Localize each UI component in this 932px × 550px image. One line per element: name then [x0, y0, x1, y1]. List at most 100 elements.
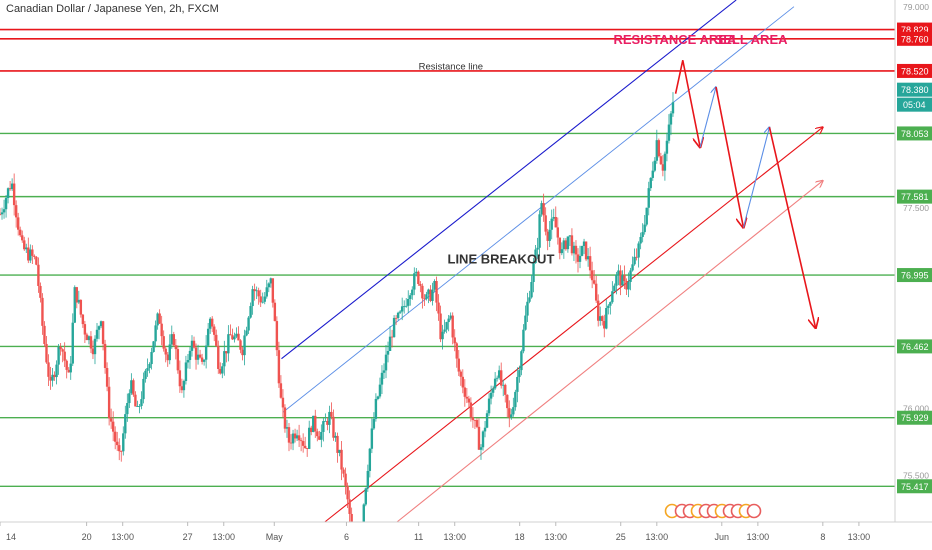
- candle-body: [322, 421, 325, 432]
- candle-body: [263, 296, 266, 302]
- candle-body: [574, 245, 578, 255]
- channel-line: [282, 6, 795, 413]
- candle-body: [514, 391, 517, 408]
- candle-body: [473, 419, 477, 421]
- time-axis-background: [0, 522, 932, 550]
- candle-body: [447, 318, 450, 323]
- candle-body: [441, 331, 444, 340]
- candle-body: [57, 346, 60, 365]
- candle-body: [51, 374, 54, 381]
- candle-body: [390, 336, 394, 338]
- candle-body: [477, 426, 481, 450]
- candle-body: [192, 340, 196, 348]
- time-tick-label: Jun: [715, 532, 730, 542]
- candle-body: [231, 335, 234, 340]
- candle-body: [483, 427, 487, 432]
- candle-body: [267, 283, 270, 288]
- candle-body: [190, 340, 194, 351]
- candle-body: [623, 275, 626, 281]
- candle-body: [396, 312, 400, 318]
- candle-body: [308, 427, 311, 449]
- candle-body: [457, 358, 460, 372]
- time-tick-label: 11: [414, 532, 423, 542]
- candle-body: [182, 380, 186, 391]
- candle-body: [91, 348, 95, 355]
- chart-title: Canadian Dollar / Japanese Yen, 2h, FXCM: [6, 3, 219, 15]
- candle-body: [293, 433, 297, 439]
- current-price-tag: 78.380: [901, 85, 929, 95]
- channel-line: [281, 0, 737, 360]
- time-axis[interactable]: 14 20 13:00 27 13:00 May 6 11 13:00 18 13:00 25 13:0…: [0, 521, 932, 550]
- projection-arrow: [742, 127, 769, 228]
- candle-body: [273, 302, 277, 322]
- channel-line: [324, 127, 823, 523]
- candle-body: [105, 367, 109, 387]
- support-price-tag-background: [897, 268, 932, 283]
- candle-body: [35, 256, 38, 265]
- candle-body: [417, 271, 420, 284]
- candle-body: [269, 278, 273, 284]
- candle-body: [669, 113, 673, 125]
- candle-body: [556, 227, 559, 238]
- candle-body: [255, 290, 258, 292]
- price-axis-background: [895, 0, 932, 522]
- candle-body: [47, 362, 50, 377]
- candle-body: [332, 416, 335, 438]
- candle-body: [370, 428, 374, 449]
- candle-body: [16, 217, 20, 230]
- candle-body: [431, 289, 434, 301]
- candle-body: [265, 287, 268, 297]
- candle-body: [235, 333, 238, 337]
- candle-body: [93, 338, 97, 355]
- candle-body: [202, 359, 206, 362]
- candle-body: [433, 281, 436, 290]
- candle-body: [188, 350, 192, 361]
- countdown-tag-background: [897, 97, 932, 112]
- candle-body: [208, 318, 212, 329]
- candle-body: [156, 313, 159, 326]
- candle-body: [413, 273, 416, 290]
- candle-body: [497, 370, 501, 378]
- candle-body: [19, 229, 22, 236]
- candle-body: [184, 362, 188, 381]
- candle-body: [601, 316, 604, 321]
- candle-body: [400, 306, 404, 312]
- candle-body: [215, 334, 218, 346]
- candle-body: [79, 299, 83, 315]
- candle-body: [160, 323, 163, 337]
- candle-body: [500, 370, 503, 386]
- candle-body: [97, 326, 101, 330]
- candle-body: [609, 302, 612, 306]
- candle-body: [336, 435, 339, 453]
- candle-body: [140, 399, 143, 406]
- candle-body: [152, 341, 155, 353]
- candle-body: [471, 417, 475, 420]
- chart-annotation: LINE BREAKOUT: [448, 252, 555, 267]
- candle-body: [411, 289, 414, 296]
- candle-body: [225, 351, 228, 354]
- candle-body: [310, 427, 313, 433]
- economic-events[interactable]: [664, 503, 762, 519]
- candle-body: [213, 326, 216, 335]
- support-price-tag: 76.995: [901, 271, 929, 281]
- candle-body: [423, 298, 426, 300]
- candle-body: [150, 352, 153, 365]
- candle-body: [320, 431, 323, 440]
- candle-body: [611, 291, 614, 303]
- candle-body: [81, 314, 85, 325]
- candle-body: [613, 285, 616, 292]
- candle-body: [528, 297, 531, 302]
- candle-body: [386, 350, 390, 355]
- candle-body: [548, 229, 551, 241]
- candle-body: [0, 214, 2, 215]
- candle-body: [334, 435, 337, 438]
- candle-body: [536, 247, 539, 250]
- candle-body: [328, 411, 331, 425]
- candle-body: [667, 124, 671, 141]
- candle-body: [291, 433, 295, 444]
- candle-body: [237, 333, 240, 341]
- candle-body: [564, 240, 568, 250]
- candle-body: [138, 405, 141, 407]
